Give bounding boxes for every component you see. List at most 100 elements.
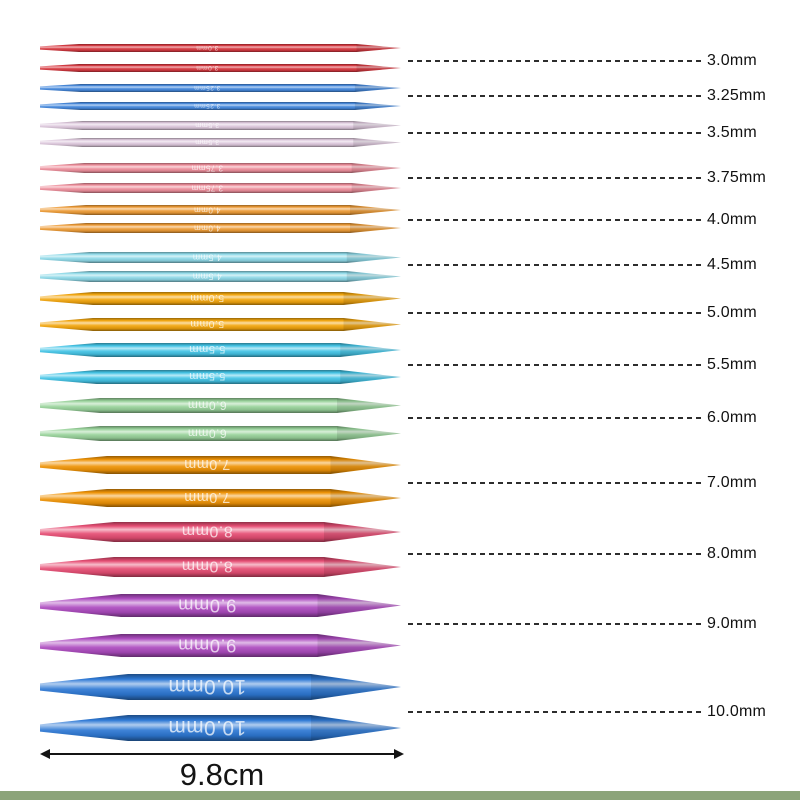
needle-graphic: 3.0mm (40, 64, 401, 72)
needle-top: 3.0mm (40, 41, 402, 55)
needle-tip-shading (324, 557, 401, 577)
needle-tip-shading (350, 223, 401, 233)
needle-size-marking: 9.0mm (178, 595, 237, 616)
arrow-left-icon (40, 749, 50, 759)
needle-bottom: 5.5mm (40, 367, 402, 387)
needle-tip-shading (351, 163, 401, 173)
needle-tip-shading (311, 715, 401, 741)
needle-body (40, 593, 401, 617)
leader-dashed-line (408, 312, 702, 314)
needle-bottom: 8.0mm (40, 554, 402, 580)
leader-dashed-line (408, 264, 702, 266)
needle-body (40, 343, 401, 357)
size-label: 3.25mm (707, 87, 766, 104)
needle-bottom: 6.0mm (40, 423, 402, 444)
needle-body (40, 715, 401, 741)
needle-tip-shading (340, 370, 401, 384)
needle-size-marking: 5.5mm (189, 343, 226, 355)
needle-graphic: 3.75mm (40, 163, 401, 173)
needle-tip-shading (353, 138, 401, 146)
needle-tip-shading (337, 398, 401, 412)
needle-tip-shading (351, 183, 401, 193)
leader-dashed-line (408, 60, 702, 62)
size-label: 8.0mm (707, 545, 757, 562)
needle-graphic: 4.5mm (40, 270, 401, 282)
size-label: 5.5mm (707, 356, 757, 373)
size-label: 3.75mm (707, 169, 766, 186)
needle-body (40, 102, 401, 110)
leader-dashed-line (408, 553, 702, 555)
needle-graphic: 5.0mm (40, 317, 401, 331)
needle-graphic: 3.5mm (40, 120, 401, 130)
needle-tip-shading (317, 594, 401, 616)
needle-graphic: 10.0mm (40, 674, 401, 700)
needle-size-marking: 3.0mm (196, 44, 218, 51)
needle-size-marking: 4.5mm (192, 252, 221, 262)
leader-dashed-line (408, 364, 702, 366)
needle-bottom: 9.0mm (40, 631, 402, 660)
needle-body (40, 397, 401, 413)
needle-size-marking: 3.25mm (194, 84, 220, 91)
leader-dashed-line (408, 711, 702, 713)
needle-size-marking: 3.5mm (195, 121, 219, 130)
size-label: 4.5mm (707, 256, 757, 273)
leader-dashed-line (408, 482, 702, 484)
needle-graphic: 3.0mm (40, 44, 401, 52)
needle-tip-shading (343, 318, 401, 330)
needle-size-marking: 5.0mm (190, 317, 224, 328)
needle-graphic: 7.0mm (40, 489, 401, 507)
needle-graphic: 8.0mm (40, 522, 401, 542)
needle-top: 9.0mm (40, 591, 402, 620)
needle-body (40, 317, 401, 331)
needle-body (40, 223, 401, 233)
needle-graphic: 9.0mm (40, 593, 401, 617)
needle-size-marking: 6.0mm (187, 426, 226, 440)
needle-top: 4.0mm (40, 202, 402, 218)
needle-body (40, 64, 401, 72)
needle-size-marking: 3.75mm (191, 163, 223, 172)
needle-body (40, 137, 401, 147)
needle-graphic: 8.0mm (40, 557, 401, 577)
size-label: 4.0mm (707, 211, 757, 228)
needle-tip-shading (346, 271, 401, 281)
needle-bottom: 3.0mm (40, 61, 402, 75)
needle-graphic: 5.5mm (40, 343, 401, 357)
needle-size-marking: 4.0mm (194, 205, 221, 214)
leader-dashed-line (408, 623, 702, 625)
needle-top: 3.25mm (40, 81, 402, 95)
needle-tip-shading (354, 84, 401, 92)
needle-size-marking: 6.0mm (187, 398, 226, 412)
needle-body (40, 183, 401, 193)
needle-graphic: 4.5mm (40, 251, 401, 263)
needle-graphic: 10.0mm (40, 715, 401, 741)
needle-body (40, 251, 401, 263)
size-label: 10.0mm (707, 703, 766, 720)
needle-top: 3.75mm (40, 160, 402, 176)
size-label: 5.0mm (707, 304, 757, 321)
needle-body (40, 205, 401, 215)
needle-graphic: 7.0mm (40, 456, 401, 474)
needle-body (40, 291, 401, 305)
needle-size-marking: 4.0mm (194, 223, 221, 232)
needle-bottom: 3.25mm (40, 99, 402, 113)
needle-size-marking: 7.0mm (184, 489, 230, 505)
leader-dashed-line (408, 132, 702, 134)
needle-top: 10.0mm (40, 671, 402, 703)
needle-top: 3.5mm (40, 118, 402, 133)
needle-tip-shading (356, 44, 401, 52)
needle-body (40, 370, 401, 384)
needle-body (40, 163, 401, 173)
needle-graphic: 4.0mm (40, 223, 401, 233)
needle-graphic: 9.0mm (40, 633, 401, 657)
needle-size-marking: 3.25mm (194, 102, 220, 109)
needle-body (40, 489, 401, 507)
needle-tip-shading (311, 674, 401, 700)
